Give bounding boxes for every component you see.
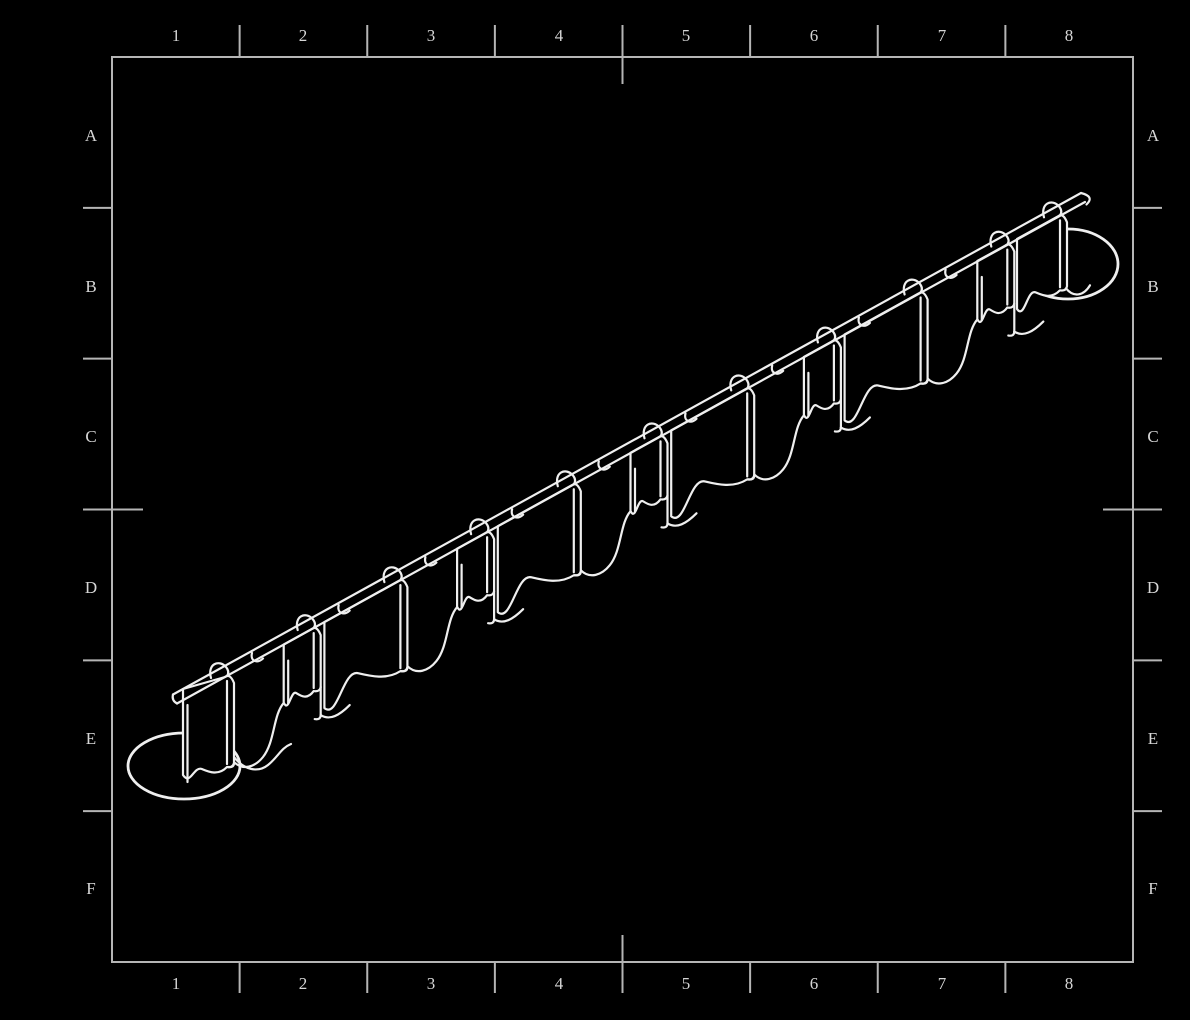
zone-label-left-f: F: [86, 879, 96, 898]
zone-label-bottom-5: 5: [681, 974, 691, 993]
part-line: [642, 422, 663, 440]
zone-label-right-f: F: [1148, 879, 1158, 898]
part-line: [487, 618, 496, 625]
frame-border-and-ticks: [83, 25, 1162, 993]
part-line: [226, 761, 236, 769]
part-line: [510, 508, 525, 519]
part-line: [171, 693, 179, 705]
part-line: [660, 522, 669, 529]
zone-label-top-8: 8: [1064, 26, 1074, 45]
zone-label-top-6: 6: [809, 26, 819, 45]
zone-label-top-3: 3: [426, 26, 436, 45]
part-line: [1013, 320, 1045, 336]
part-line: [579, 510, 632, 577]
part-line: [839, 416, 871, 431]
part-line: [295, 614, 317, 632]
part-line: [175, 200, 1087, 705]
part-line: [319, 703, 351, 719]
zone-label-bottom-7: 7: [937, 974, 947, 993]
part-line: [555, 470, 577, 488]
part-line: [1015, 214, 1069, 313]
part-line: [337, 603, 351, 615]
part-line: [171, 191, 1083, 696]
part-line: [833, 426, 842, 433]
zone-label-bottom-1: 1: [171, 974, 181, 993]
part-line: [802, 339, 842, 419]
part-line: [920, 378, 929, 385]
zone-label-bottom-3: 3: [426, 974, 436, 993]
part-line: [1064, 284, 1092, 296]
part-line: [902, 278, 923, 296]
drawing-frame: [83, 25, 1162, 993]
zone-label-left-e: E: [85, 729, 97, 748]
zone-label-bottom-8: 8: [1064, 974, 1074, 993]
part-line: [313, 713, 322, 721]
zone-label-right-d: D: [1146, 578, 1160, 597]
part-line: [573, 570, 582, 577]
zone-label-top-4: 4: [554, 26, 564, 45]
part-line: [209, 662, 230, 680]
part-line: [1042, 201, 1063, 219]
part-line: [423, 556, 438, 567]
zone-label-left-b: B: [85, 277, 97, 296]
part-line: [406, 606, 459, 673]
part-line: [469, 518, 490, 536]
part-line: [926, 318, 979, 385]
zone-label-left-d: D: [84, 578, 98, 597]
zone-label-top-2: 2: [298, 26, 308, 45]
part-line: [597, 460, 611, 471]
zone-label-bottom-6: 6: [809, 974, 819, 993]
part-line: [232, 742, 293, 771]
part-line: [400, 666, 409, 673]
part-line: [1079, 191, 1091, 206]
part-line: [456, 530, 496, 611]
part-line: [250, 651, 265, 663]
part-line: [976, 243, 1016, 323]
part-line: [1007, 330, 1016, 337]
isometric-part: [126, 191, 1120, 801]
part-line: [232, 701, 285, 769]
part-line: [857, 316, 871, 327]
part-line: [282, 626, 322, 707]
part-line: [729, 374, 750, 392]
part-line: [684, 412, 698, 423]
part-line: [493, 608, 525, 623]
part-line: [770, 364, 785, 375]
zone-label-left-a: A: [84, 126, 98, 145]
zone-label-right-e: E: [1147, 729, 1159, 748]
zone-label-right-a: A: [1146, 126, 1160, 145]
zone-label-top-5: 5: [681, 26, 691, 45]
zone-label-right-b: B: [1147, 277, 1159, 296]
part-line: [753, 414, 805, 481]
zone-label-bottom-4: 4: [554, 974, 564, 993]
zone-label-bottom-2: 2: [298, 974, 308, 993]
zone-label-top-1: 1: [171, 26, 181, 45]
zone-label-left-c: C: [85, 427, 97, 446]
part-line: [666, 512, 698, 527]
part-line: [747, 474, 756, 481]
part-line: [816, 326, 837, 344]
part-line: [629, 435, 669, 515]
part-line: [944, 268, 958, 279]
zone-label-top-7: 7: [937, 26, 947, 45]
part-line: [382, 566, 403, 584]
part-line: [989, 230, 1010, 248]
zone-label-right-c: C: [1147, 427, 1159, 446]
